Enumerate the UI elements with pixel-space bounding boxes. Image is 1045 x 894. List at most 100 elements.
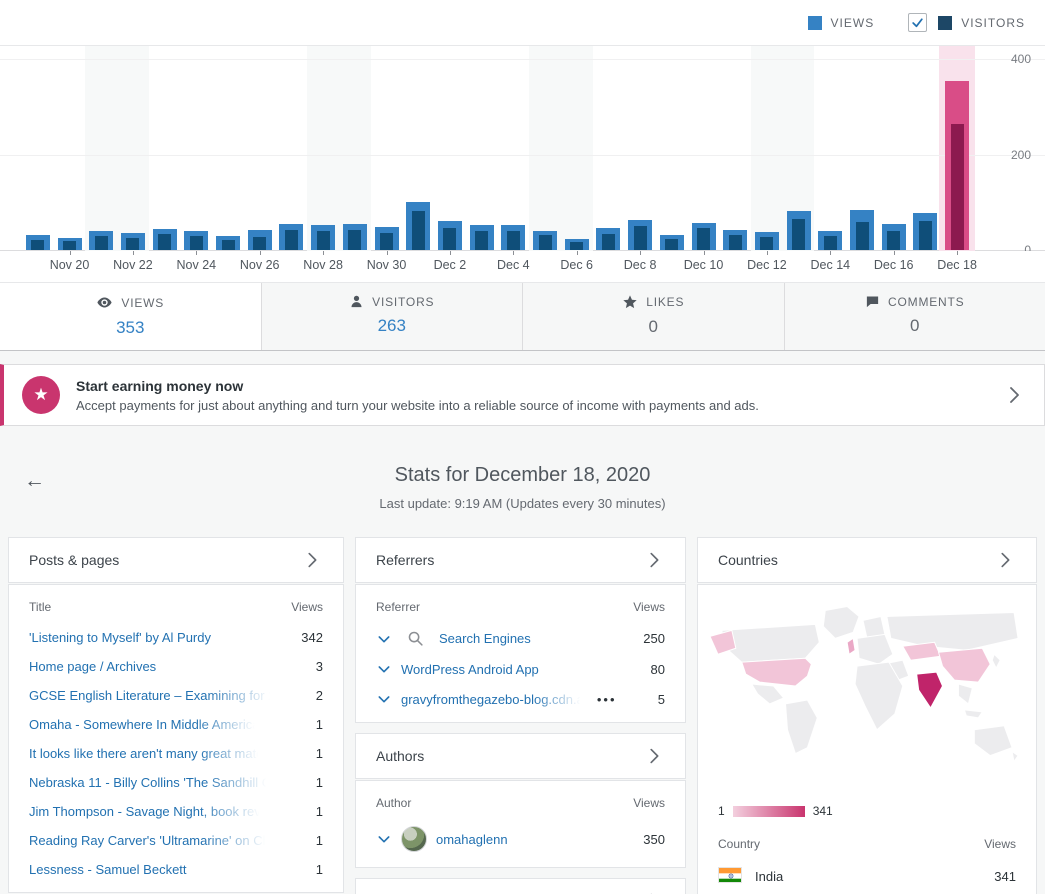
visitors-bar[interactable]: [950, 124, 964, 250]
date-heading: ← Stats for December 18, 2020 Last updat…: [0, 426, 1045, 537]
referrer-link[interactable]: Search Engines: [439, 631, 531, 646]
visitors-bar[interactable]: [348, 229, 362, 250]
views-value: 1: [315, 804, 323, 819]
post-link[interactable]: 'Listening to Myself' by Al Purdy: [29, 630, 211, 645]
visitors-bar[interactable]: [189, 236, 203, 250]
table-row: WordPress Android App 80: [356, 654, 685, 684]
tab-visitors[interactable]: VISITORS 263: [261, 283, 523, 350]
stats-tabs: VIEWS 353 VISITORS 263 LIKES 0 COMMENTS 0: [0, 282, 1045, 350]
visitors-bar[interactable]: [443, 228, 457, 250]
post-link[interactable]: Jim Thompson - Savage Night, book revi: [29, 804, 264, 819]
visitors-bar[interactable]: [918, 221, 932, 250]
legend-visitors: VISITORS: [908, 13, 1025, 32]
visitors-bar[interactable]: [221, 239, 235, 250]
post-link[interactable]: It looks like there aren't many great ma…: [29, 746, 263, 761]
visitors-checkbox[interactable]: [908, 13, 928, 32]
visitors-bar[interactable]: [253, 236, 267, 250]
earn-money-banner[interactable]: ★ Start earning money now Accept payment…: [0, 364, 1045, 426]
visitors-bar[interactable]: [63, 241, 76, 250]
chevron-down-icon[interactable]: [376, 631, 392, 647]
visitors-bar[interactable]: [570, 241, 584, 250]
world-map: [698, 585, 1036, 796]
referrer-link[interactable]: WordPress Android App: [401, 661, 539, 677]
visitors-bar[interactable]: [760, 236, 774, 250]
chevron-right-icon[interactable]: [1002, 383, 1026, 407]
referrers-header[interactable]: Referrers: [355, 537, 686, 583]
visitors-bar[interactable]: [380, 232, 393, 250]
views-value: 2: [315, 688, 323, 703]
visitors-bar[interactable]: [855, 222, 869, 250]
visitors-bar[interactable]: [284, 229, 298, 250]
visitors-bar[interactable]: [411, 211, 425, 250]
post-link[interactable]: Nebraska 11 - Billy Collins 'The Sandhil…: [29, 775, 272, 790]
eye-icon: [96, 294, 113, 311]
countries-card: 1 341 Country Views India 341: [697, 584, 1037, 894]
chevron-down-icon[interactable]: [376, 831, 392, 847]
visitors-bar[interactable]: [31, 239, 45, 250]
tab-value: 353: [116, 318, 145, 337]
post-link[interactable]: GCSE English Literature – Examining for …: [29, 688, 276, 703]
table-row: Nebraska 11 - Billy Collins 'The Sandhil…: [9, 768, 343, 797]
tab-value: 0: [910, 316, 920, 335]
x-axis-label: Nov 22: [113, 258, 153, 272]
x-axis-labels: Nov 20 Nov 22 Nov 24 Nov 26 Nov 28 Nov 30 Dec …: [0, 251, 1045, 282]
visitors-bar[interactable]: [316, 230, 330, 250]
chevron-down-icon[interactable]: [376, 661, 392, 677]
visitors-bar[interactable]: [887, 230, 901, 250]
chevron-down-icon[interactable]: [376, 691, 392, 707]
chevron-right-icon[interactable]: [994, 549, 1016, 571]
col-views: Views: [633, 600, 665, 614]
x-axis-label: Dec 8: [623, 258, 657, 272]
visitors-bar[interactable]: [697, 228, 710, 250]
visitors-bar[interactable]: [601, 233, 615, 250]
chart-legend: VIEWS VISITORS: [0, 0, 1045, 46]
col-country: Country: [718, 837, 761, 851]
x-axis-label: Nov 26: [239, 258, 280, 272]
visitors-bar[interactable]: [792, 218, 806, 250]
visitors-bar[interactable]: [506, 230, 520, 250]
tab-likes[interactable]: LIKES 0: [523, 283, 785, 350]
visitors-bar[interactable]: [126, 237, 140, 250]
star-icon: [622, 294, 638, 310]
authors-title: Authors: [376, 748, 425, 764]
visitors-bar[interactable]: [475, 230, 489, 250]
more-actions-button[interactable]: •••: [596, 691, 617, 707]
chevron-right-icon[interactable]: [643, 745, 665, 767]
authors-header[interactable]: Authors: [355, 733, 686, 779]
table-row: Reading Ray Carver's 'Ultramarine' on Ch…: [9, 826, 343, 855]
visitors-bar[interactable]: [728, 234, 742, 250]
views-value: 1: [315, 717, 323, 732]
post-title-cell: Jim Thompson - Savage Night, book revi: [29, 804, 306, 819]
back-arrow-icon[interactable]: ←: [24, 469, 45, 492]
posts-header[interactable]: Posts & pages: [8, 537, 344, 583]
videos-header[interactable]: Videos: [355, 878, 686, 894]
visitors-bar[interactable]: [538, 235, 552, 250]
referrer-link[interactable]: gravyfromthegazebo-blog.cdn.a: [401, 691, 584, 707]
chevron-right-icon[interactable]: [643, 890, 665, 894]
visitors-bar[interactable]: [158, 234, 172, 250]
visitors-bar[interactable]: [633, 226, 647, 250]
chevron-right-icon[interactable]: [301, 549, 323, 571]
x-axis-tick: [449, 251, 451, 255]
tab-views[interactable]: VIEWS 353: [0, 283, 262, 350]
visitors-bar[interactable]: [665, 238, 679, 250]
tab-comments[interactable]: COMMENTS 0: [784, 283, 1045, 350]
visitors-bar[interactable]: [823, 235, 837, 250]
author-link[interactable]: omahaglenn: [436, 831, 508, 847]
posts-table-head: Title Views: [9, 585, 343, 623]
views-swatch: [807, 15, 822, 30]
countries-header[interactable]: Countries: [697, 537, 1037, 583]
chevron-right-icon[interactable]: [643, 549, 665, 571]
x-axis-tick: [513, 251, 515, 255]
post-link[interactable]: Reading Ray Carver's 'Ultramarine' on Ch: [29, 833, 270, 848]
post-title-cell: Reading Ray Carver's 'Ultramarine' on Ch: [29, 833, 306, 848]
post-link[interactable]: Lessness - Samuel Beckett: [29, 862, 187, 877]
post-link[interactable]: Omaha - Somewhere In Middle America: [29, 717, 260, 732]
views-value: 250: [643, 631, 665, 646]
col-author: Author: [376, 796, 412, 810]
post-link[interactable]: Home page / Archives: [29, 659, 157, 674]
stats-columns: Posts & pages Title Views 'Listening to …: [0, 537, 1045, 894]
visitors-swatch: [938, 15, 953, 30]
visitors-bar[interactable]: [94, 235, 108, 250]
country-cell: India: [718, 867, 984, 886]
